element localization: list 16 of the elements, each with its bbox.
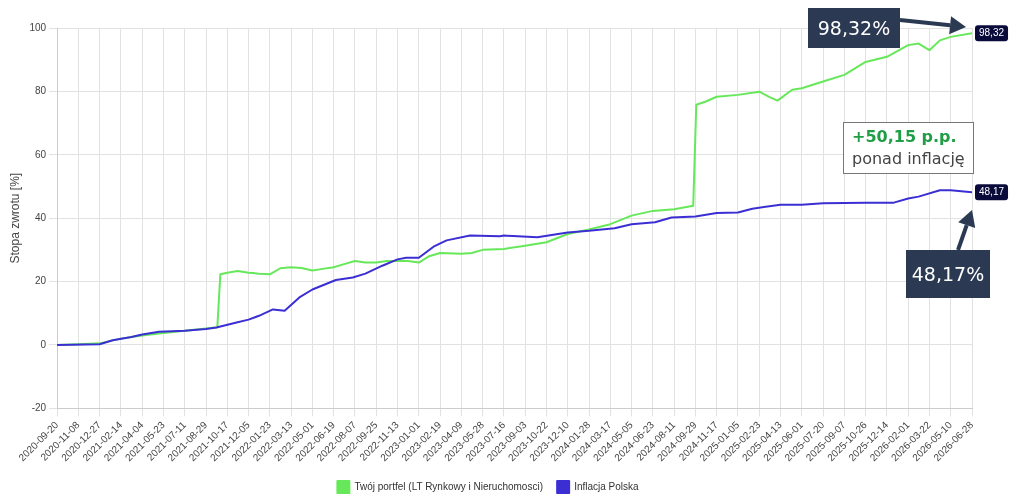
y-tick-label: 40 [34,211,47,223]
annotation: 48,17% [906,250,990,298]
annotation: +50,15 p.p. [852,126,958,148]
data-label: 98,32 [979,27,1005,39]
y-tick-label: -20 [31,402,47,414]
y-tick-label: 80 [34,85,47,97]
y-tick-label: 20 [34,275,47,287]
y-tick-label: 100 [29,21,47,33]
legend-label: Twój portfel (LT Rynkowy i Nieruchomosci) [354,480,543,492]
annotation: ponad inflację [852,148,965,170]
y-tick-label: 60 [34,148,47,160]
annotation: 98,32% [808,8,900,48]
data-label: 48,17 [979,186,1005,198]
y-axis-title: Stopa zwrotu [%] [7,172,22,264]
y-tick-label: 0 [40,338,47,350]
legend-label: Inflacja Polska [574,480,640,492]
